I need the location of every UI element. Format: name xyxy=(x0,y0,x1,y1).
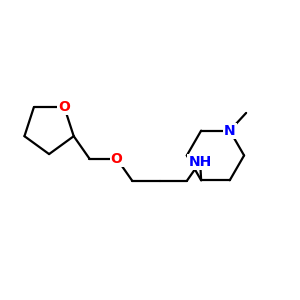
Text: O: O xyxy=(111,152,123,166)
Text: NH: NH xyxy=(188,155,212,169)
Text: N: N xyxy=(224,124,236,138)
Text: O: O xyxy=(58,100,70,114)
